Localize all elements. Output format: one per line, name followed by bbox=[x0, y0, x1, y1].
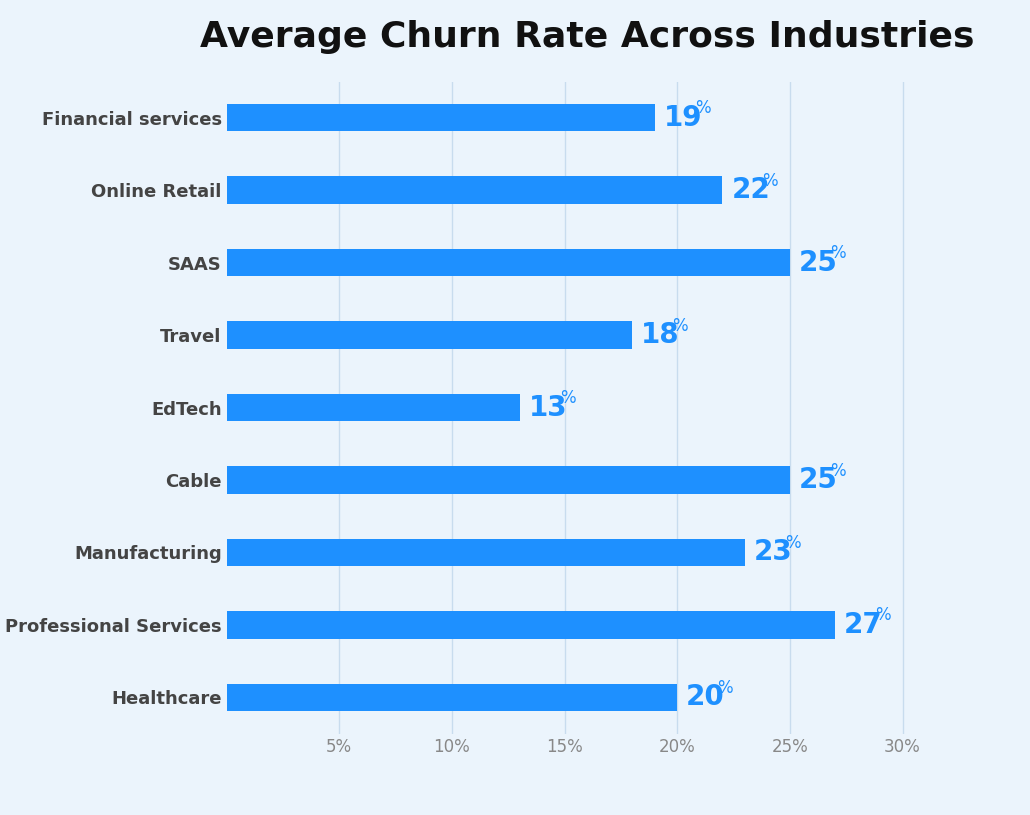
Text: %: % bbox=[785, 534, 800, 552]
Bar bbox=[227, 539, 745, 566]
Bar bbox=[227, 321, 632, 349]
Text: 13: 13 bbox=[528, 394, 568, 421]
Text: 27: 27 bbox=[844, 610, 883, 639]
Text: %: % bbox=[718, 679, 733, 697]
Text: %: % bbox=[830, 244, 846, 262]
Text: %: % bbox=[673, 317, 688, 335]
Bar bbox=[227, 176, 722, 204]
Text: 18: 18 bbox=[641, 321, 680, 349]
Text: 19: 19 bbox=[663, 104, 702, 132]
Bar bbox=[227, 394, 519, 421]
Text: %: % bbox=[830, 461, 846, 479]
Bar bbox=[227, 249, 790, 276]
Text: 25: 25 bbox=[799, 249, 837, 276]
Bar bbox=[227, 104, 655, 131]
Text: 20: 20 bbox=[686, 683, 725, 711]
Text: %: % bbox=[560, 389, 576, 407]
Text: %: % bbox=[695, 99, 711, 117]
Bar bbox=[227, 466, 790, 494]
Text: 23: 23 bbox=[754, 539, 792, 566]
Text: 22: 22 bbox=[731, 176, 770, 205]
Text: 25: 25 bbox=[799, 466, 837, 494]
Text: %: % bbox=[876, 606, 891, 624]
Title: Average Churn Rate Across Industries: Average Churn Rate Across Industries bbox=[200, 20, 974, 54]
Text: %: % bbox=[762, 172, 779, 190]
Bar bbox=[227, 611, 835, 639]
Bar bbox=[227, 684, 678, 711]
